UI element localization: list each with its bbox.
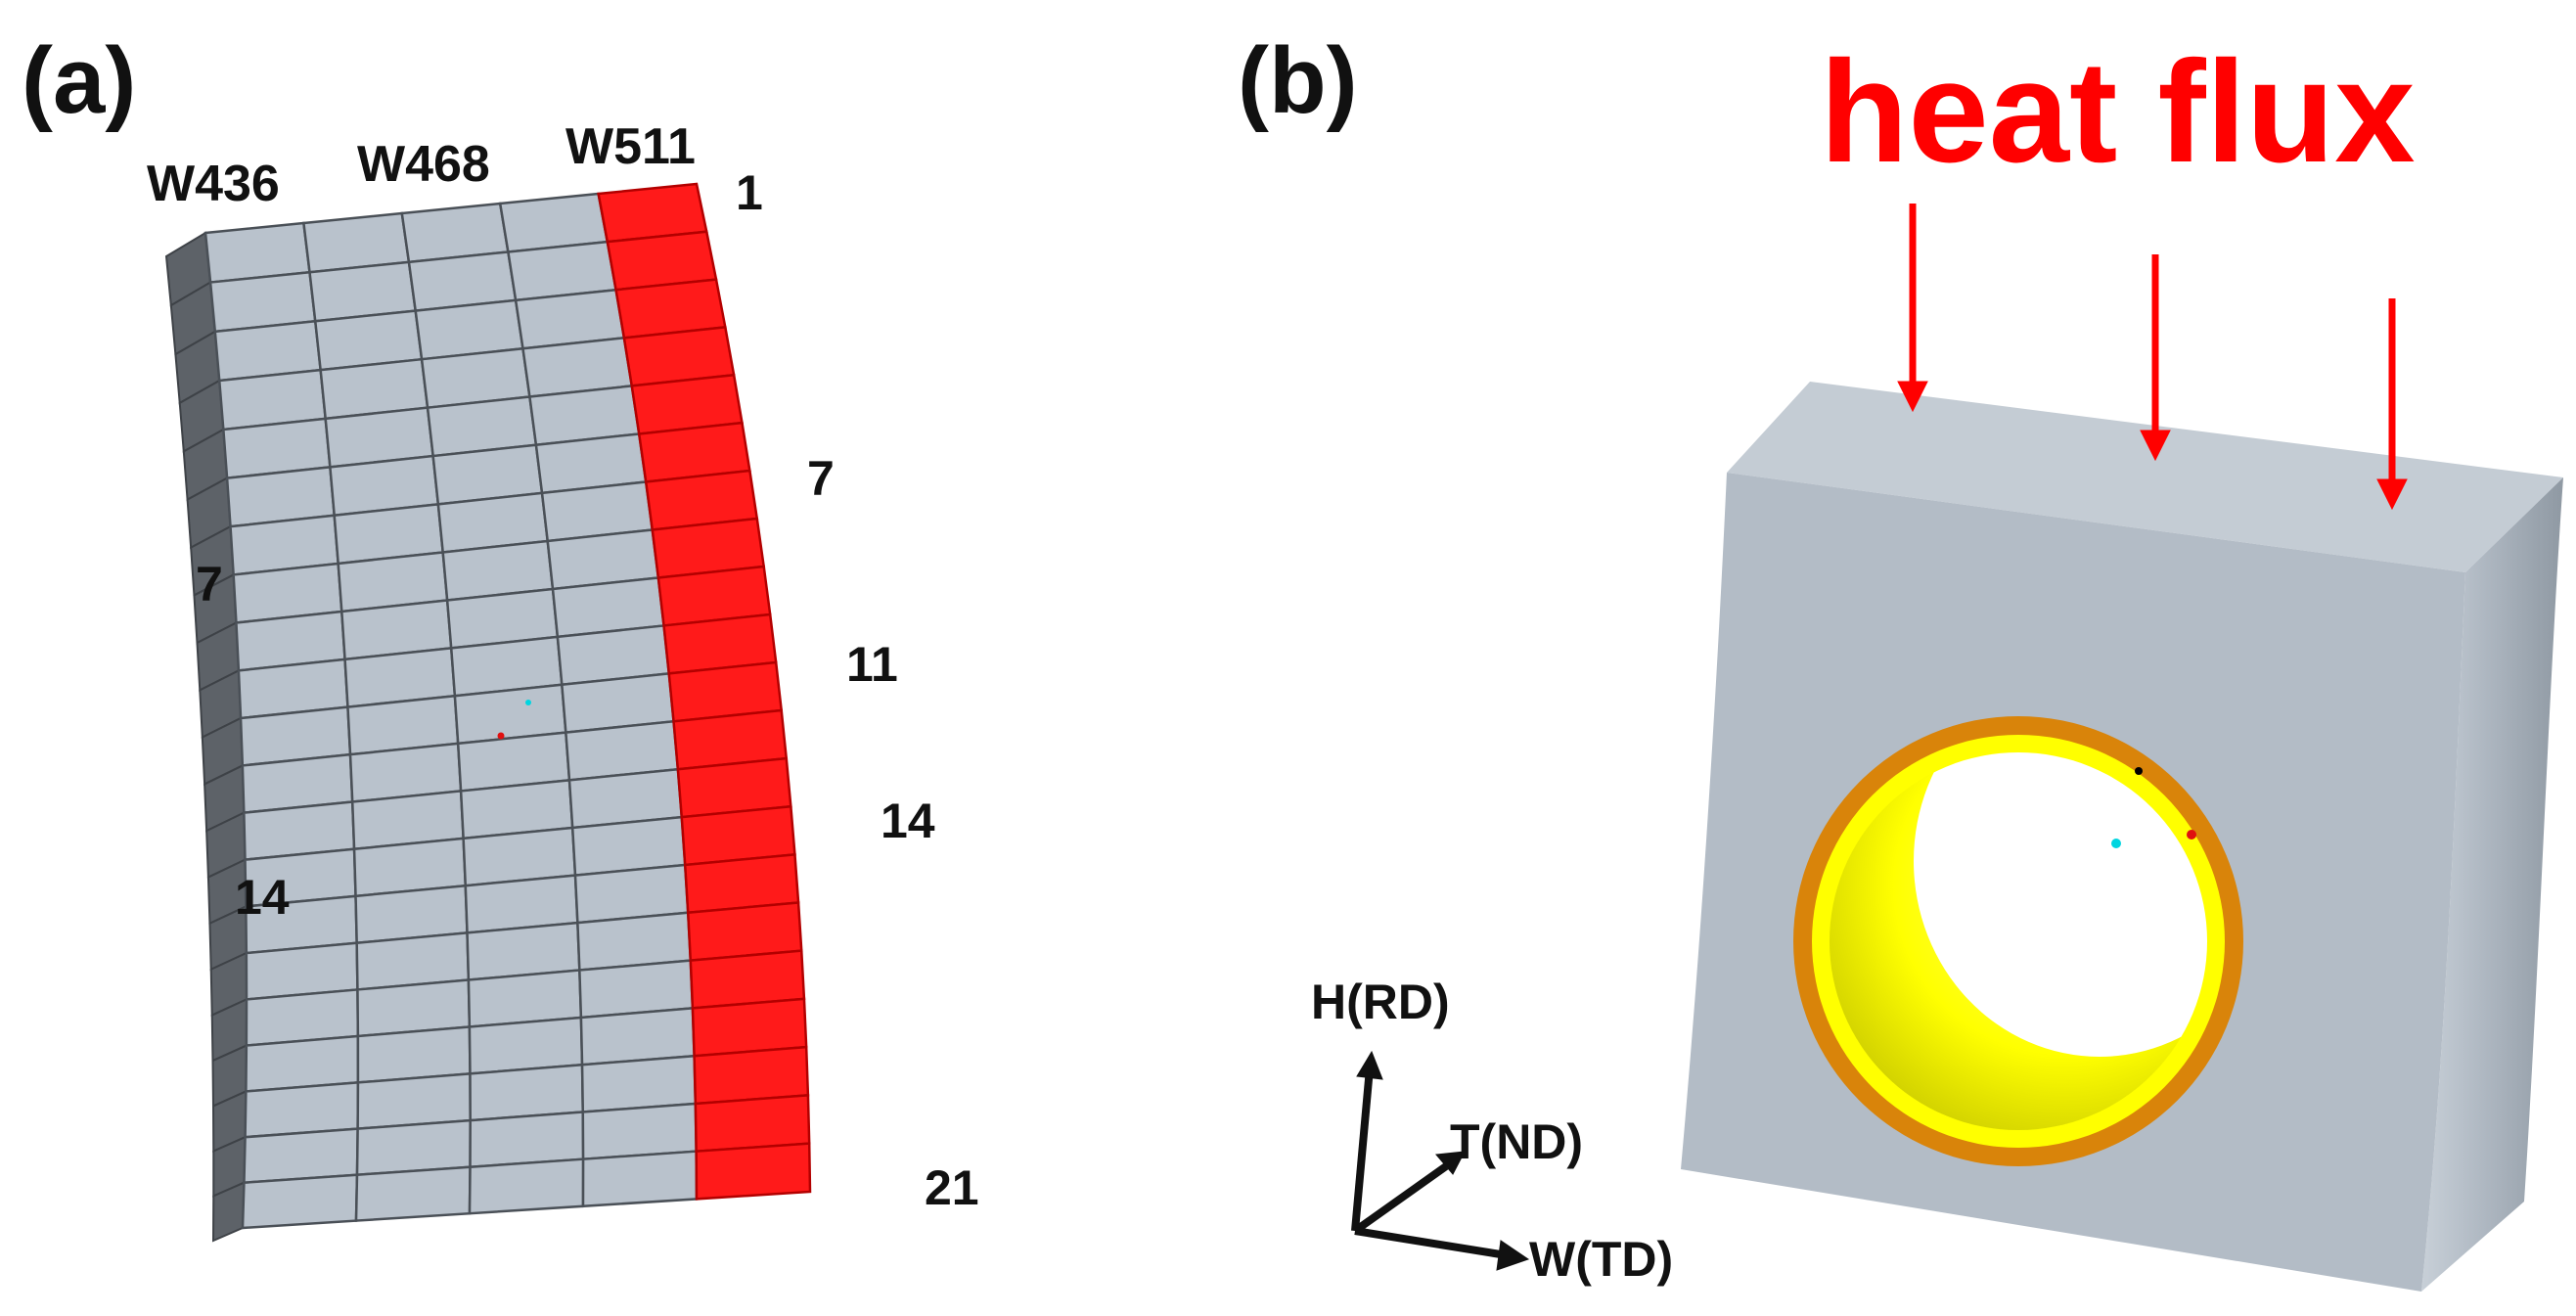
mesh-cell <box>468 1157 585 1215</box>
row-label-14-left: 14 <box>235 870 290 925</box>
block-mesh-diagram <box>164 182 812 1243</box>
block-side-face <box>164 231 249 1243</box>
heated-cell <box>695 1142 812 1201</box>
heat-flux-label: heat flux <box>1820 31 2416 193</box>
heated-cell <box>694 1094 811 1154</box>
axis-label-t: T(ND) <box>1450 1114 1584 1169</box>
heat-flux-arrows <box>1897 204 2408 511</box>
mesh-cell <box>354 1165 472 1222</box>
block-right-face <box>2421 477 2563 1292</box>
axis-label-w: W(TD) <box>1529 1232 1674 1287</box>
marker-dot-red <box>497 732 505 740</box>
panel-a: (a) W436 W468 W511 1 7 11 14 21 7 14 <box>0 0 1223 1316</box>
row-label-21: 21 <box>925 1160 979 1215</box>
marker-dot-black <box>2135 767 2143 775</box>
column-label-w468: W468 <box>357 136 490 193</box>
mesh-cell <box>581 1102 698 1161</box>
panel-b: (b) heat flux H(RD) T(ND) W(TD) <box>1223 0 2576 1316</box>
panel-label-a: (a) <box>22 28 137 133</box>
marker-dot-red <box>2187 830 2196 840</box>
row-label-11: 11 <box>846 637 898 692</box>
component-3d-diagram <box>1351 204 2563 1292</box>
row-label-7-left: 7 <box>196 557 223 612</box>
mesh-cell <box>355 1118 472 1177</box>
mesh-cell <box>469 1111 585 1169</box>
mesh-cell <box>581 1150 699 1208</box>
mesh-cell <box>241 1173 359 1230</box>
mesh-cell <box>243 1127 359 1185</box>
column-label-w511: W511 <box>565 118 696 175</box>
marker-dot-cyan <box>2111 839 2121 848</box>
marker-dot-cyan <box>525 700 531 705</box>
block-top-face <box>1727 382 2563 572</box>
heated-cell <box>693 1045 810 1106</box>
mesh-cell <box>580 1054 698 1113</box>
axis-label-h: H(RD) <box>1311 975 1450 1029</box>
row-label-14-right: 14 <box>881 794 935 848</box>
row-label-7-right: 7 <box>807 451 835 506</box>
block-mesh-grid <box>203 182 812 1230</box>
panel-label-b: (b) <box>1238 28 1358 133</box>
row-label-1: 1 <box>736 165 763 220</box>
column-label-w436: W436 <box>147 156 280 212</box>
coordinate-axes <box>1351 1050 1530 1271</box>
